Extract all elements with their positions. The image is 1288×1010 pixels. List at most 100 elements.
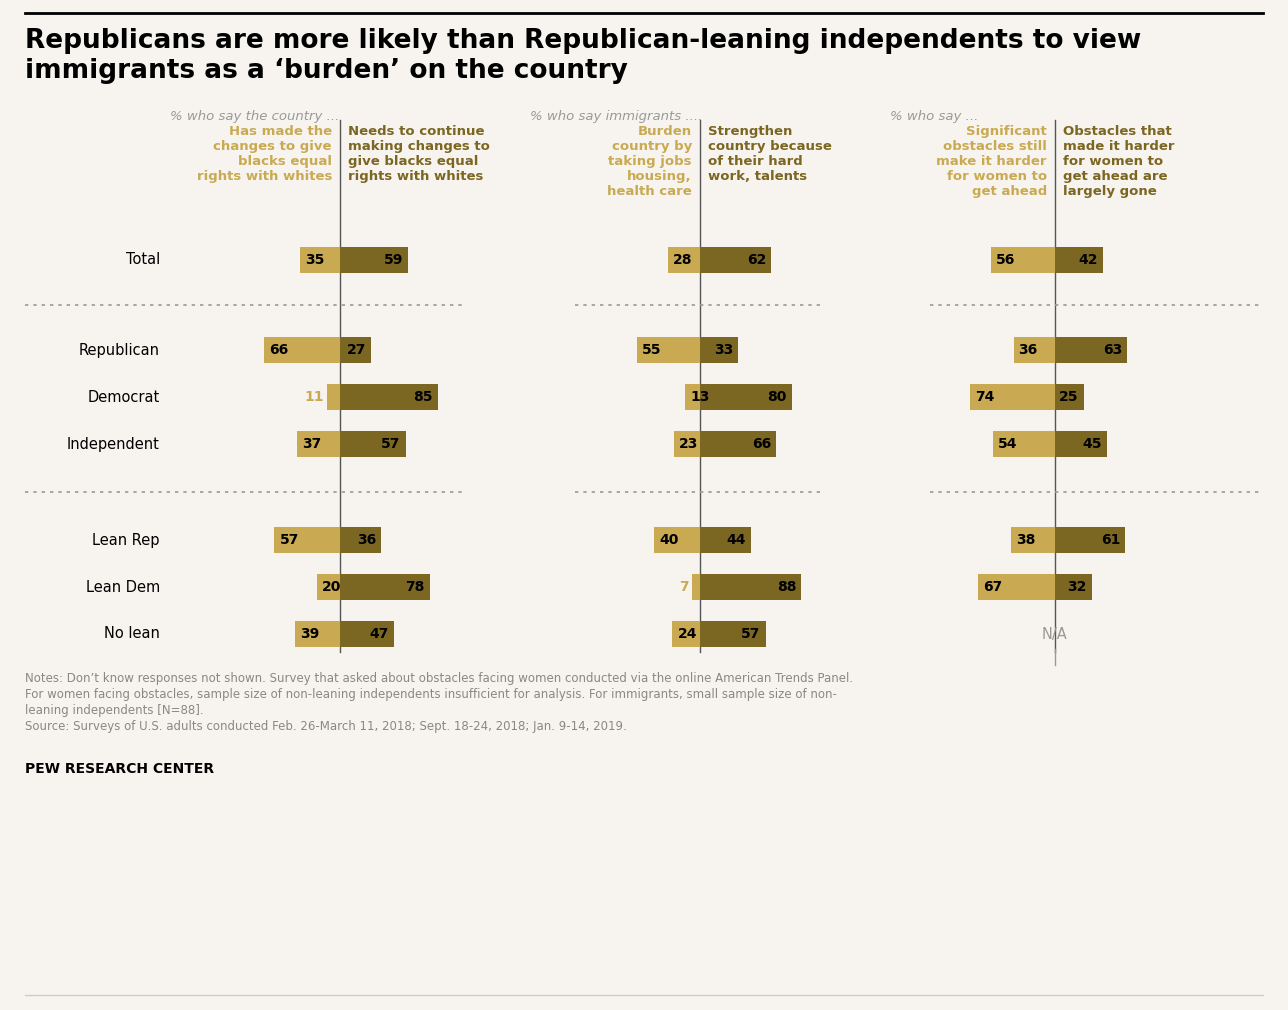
Text: % who say ...: % who say ... bbox=[890, 110, 979, 123]
Text: N/A: N/A bbox=[1042, 626, 1068, 641]
Bar bbox=[970, 384, 1055, 410]
Text: 56: 56 bbox=[996, 252, 1015, 267]
Text: Lean Rep: Lean Rep bbox=[93, 532, 160, 547]
Text: 7: 7 bbox=[679, 580, 689, 594]
Text: 40: 40 bbox=[659, 533, 679, 547]
Text: 63: 63 bbox=[1104, 343, 1122, 357]
Text: 67: 67 bbox=[983, 580, 1002, 594]
Bar bbox=[340, 384, 438, 410]
Text: 39: 39 bbox=[300, 627, 319, 641]
Text: 37: 37 bbox=[303, 437, 322, 451]
Text: 36: 36 bbox=[357, 533, 376, 547]
Text: 78: 78 bbox=[406, 580, 425, 594]
Bar bbox=[636, 337, 699, 363]
Bar bbox=[1055, 384, 1083, 410]
Text: 44: 44 bbox=[726, 533, 746, 547]
Bar bbox=[699, 574, 801, 600]
Text: 38: 38 bbox=[1016, 533, 1036, 547]
Text: 61: 61 bbox=[1101, 533, 1121, 547]
Text: Burden
country by
taking jobs
housing,
health care: Burden country by taking jobs housing, h… bbox=[607, 125, 692, 198]
Text: 13: 13 bbox=[690, 390, 710, 404]
Text: 36: 36 bbox=[1019, 343, 1038, 357]
Text: 35: 35 bbox=[305, 252, 325, 267]
Text: 23: 23 bbox=[679, 437, 698, 451]
Text: 32: 32 bbox=[1068, 580, 1087, 594]
Text: leaning independents [N=88].: leaning independents [N=88]. bbox=[24, 704, 204, 717]
Text: 57: 57 bbox=[741, 627, 760, 641]
Bar bbox=[978, 574, 1055, 600]
Bar bbox=[1055, 247, 1104, 273]
Bar bbox=[340, 621, 394, 647]
Text: Needs to continue
making changes to
give blacks equal
rights with whites: Needs to continue making changes to give… bbox=[348, 125, 489, 183]
Bar bbox=[674, 431, 699, 457]
Text: 57: 57 bbox=[381, 437, 401, 451]
Text: 66: 66 bbox=[269, 343, 289, 357]
Text: 27: 27 bbox=[346, 343, 366, 357]
Text: Republican: Republican bbox=[79, 342, 160, 358]
Text: Strengthen
country because
of their hard
work, talents: Strengthen country because of their hard… bbox=[708, 125, 832, 183]
Text: 28: 28 bbox=[672, 252, 692, 267]
Bar bbox=[300, 247, 340, 273]
Bar bbox=[672, 621, 699, 647]
Text: No lean: No lean bbox=[104, 626, 160, 641]
Bar bbox=[295, 621, 340, 647]
Text: Significant
obstacles still
make it harder
for women to
get ahead: Significant obstacles still make it hard… bbox=[936, 125, 1047, 198]
Bar bbox=[340, 247, 408, 273]
Text: Democrat: Democrat bbox=[88, 390, 160, 404]
Bar bbox=[990, 247, 1055, 273]
Bar bbox=[993, 431, 1055, 457]
Text: 47: 47 bbox=[370, 627, 389, 641]
Text: 59: 59 bbox=[384, 252, 403, 267]
Bar bbox=[274, 527, 340, 553]
Bar bbox=[699, 621, 765, 647]
Text: 88: 88 bbox=[777, 580, 796, 594]
Text: % who say the country ...: % who say the country ... bbox=[170, 110, 339, 123]
Text: 20: 20 bbox=[322, 580, 341, 594]
Text: 25: 25 bbox=[1059, 390, 1079, 404]
Text: 54: 54 bbox=[998, 437, 1018, 451]
Bar bbox=[298, 431, 340, 457]
Bar bbox=[1055, 574, 1092, 600]
Bar bbox=[667, 247, 699, 273]
Bar bbox=[654, 527, 699, 553]
Text: Republicans are more likely than Republican-leaning independents to view: Republicans are more likely than Republi… bbox=[24, 28, 1141, 54]
Bar bbox=[1055, 337, 1127, 363]
Text: 80: 80 bbox=[768, 390, 787, 404]
Text: Obstacles that
made it harder
for women to
get ahead are
largely gone: Obstacles that made it harder for women … bbox=[1063, 125, 1175, 198]
Bar bbox=[264, 337, 340, 363]
Text: 33: 33 bbox=[714, 343, 733, 357]
Bar bbox=[340, 431, 406, 457]
Text: immigrants as a ‘burden’ on the country: immigrants as a ‘burden’ on the country bbox=[24, 58, 627, 84]
Bar bbox=[340, 574, 430, 600]
Text: 62: 62 bbox=[747, 252, 766, 267]
Text: 57: 57 bbox=[279, 533, 299, 547]
Text: 66: 66 bbox=[752, 437, 772, 451]
Text: PEW RESEARCH CENTER: PEW RESEARCH CENTER bbox=[24, 762, 214, 776]
Bar bbox=[699, 527, 751, 553]
Text: Lean Dem: Lean Dem bbox=[86, 580, 160, 595]
Bar bbox=[692, 574, 699, 600]
Bar bbox=[685, 384, 699, 410]
Text: 55: 55 bbox=[641, 343, 661, 357]
Text: 74: 74 bbox=[975, 390, 994, 404]
Bar bbox=[699, 337, 738, 363]
Bar bbox=[340, 337, 371, 363]
Text: 45: 45 bbox=[1082, 437, 1101, 451]
Bar bbox=[1055, 431, 1106, 457]
Text: 11: 11 bbox=[305, 390, 325, 404]
Bar bbox=[699, 247, 772, 273]
Text: Total: Total bbox=[126, 252, 160, 268]
Text: For women facing obstacles, sample size of non-leaning independents insufficient: For women facing obstacles, sample size … bbox=[24, 688, 837, 701]
Text: % who say immigrants ....: % who say immigrants .... bbox=[529, 110, 702, 123]
Bar bbox=[327, 384, 340, 410]
Bar bbox=[340, 527, 381, 553]
Text: 42: 42 bbox=[1079, 252, 1099, 267]
Bar bbox=[1011, 527, 1055, 553]
Bar bbox=[1055, 527, 1126, 553]
Text: Independent: Independent bbox=[67, 436, 160, 451]
Text: Has made the
changes to give
blacks equal
rights with whites: Has made the changes to give blacks equa… bbox=[197, 125, 332, 183]
Text: Notes: Don’t know responses not shown. Survey that asked about obstacles facing : Notes: Don’t know responses not shown. S… bbox=[24, 672, 853, 685]
Bar bbox=[317, 574, 340, 600]
Text: 85: 85 bbox=[413, 390, 433, 404]
Bar bbox=[1014, 337, 1055, 363]
